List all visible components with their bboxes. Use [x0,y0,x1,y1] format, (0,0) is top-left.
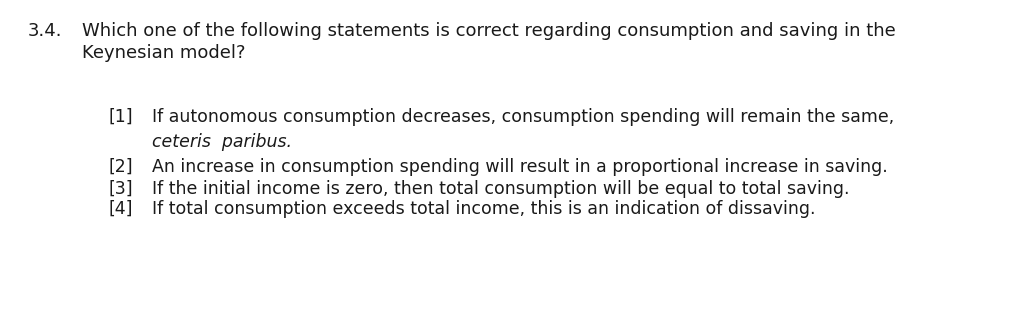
Text: An increase in consumption spending will result in a proportional increase in sa: An increase in consumption spending will… [152,158,888,176]
Text: 3.4.: 3.4. [28,22,62,40]
Text: ceteris  paribus.: ceteris paribus. [152,133,292,151]
Text: [1]: [1] [108,108,133,126]
Text: [3]: [3] [108,180,133,198]
Text: [4]: [4] [108,200,132,218]
Text: If autonomous consumption decreases, consumption spending will remain the same,: If autonomous consumption decreases, con… [152,108,894,126]
Text: If total consumption exceeds total income, this is an indication of dissaving.: If total consumption exceeds total incom… [152,200,815,218]
Text: [2]: [2] [108,158,133,176]
Text: If the initial income is zero, then total consumption will be equal to total sav: If the initial income is zero, then tota… [152,180,850,198]
Text: Which one of the following statements is correct regarding consumption and savin: Which one of the following statements is… [82,22,896,40]
Text: Keynesian model?: Keynesian model? [82,44,246,62]
